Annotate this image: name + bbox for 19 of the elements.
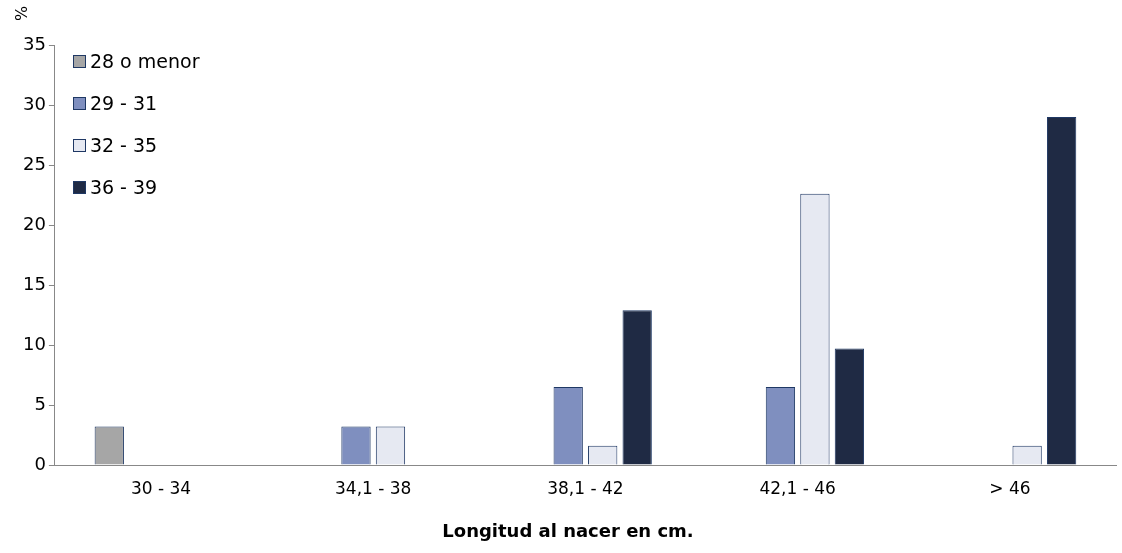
x-axis-title: Longitud al nacer en cm.	[442, 519, 694, 541]
y-axis-title: %	[12, 5, 32, 22]
legend-label: 36 - 39	[89, 176, 158, 198]
y-tick-label: 35	[23, 32, 46, 54]
x-tick-label: 30 - 34	[130, 477, 192, 498]
y-tick-label: 10	[23, 332, 46, 354]
x-tick-label: 42,1 - 46	[759, 477, 836, 498]
legend-label: 28 o menor	[89, 50, 200, 72]
y-tick-label: 25	[23, 152, 46, 174]
x-tick-label: 34,1 - 38	[335, 477, 412, 498]
y-tick-label: 15	[23, 272, 46, 294]
y-tick-label: 20	[23, 212, 46, 234]
y-tick-label: 0	[34, 452, 46, 474]
x-tick-label: 38,1 - 42	[547, 477, 624, 498]
legend-label: 29 - 31	[89, 92, 158, 114]
legend-label: 32 - 35	[89, 134, 158, 156]
y-tick-label: 5	[34, 392, 46, 414]
x-tick-label: > 46	[989, 477, 1031, 498]
y-tick-label: 30	[23, 92, 46, 114]
